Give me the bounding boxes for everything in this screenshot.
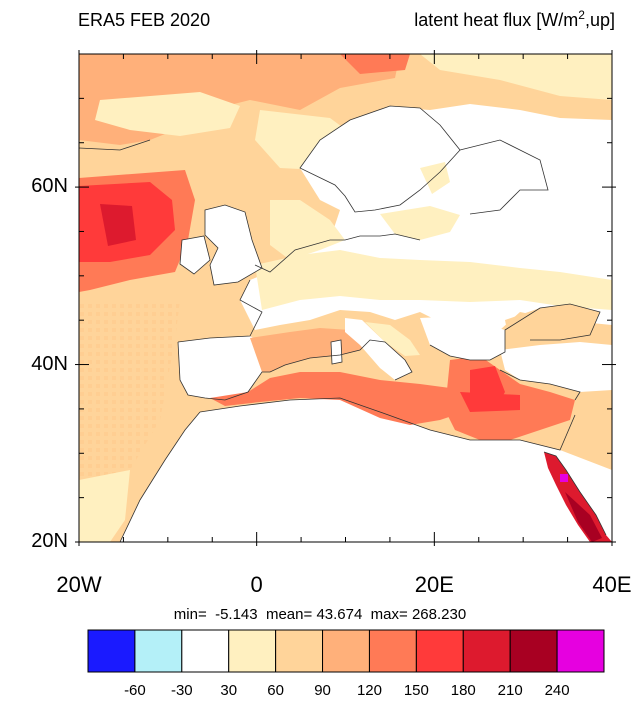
plot-title-right: latent heat flux [W/m2,up]	[414, 8, 615, 30]
colorbar-box-3	[228, 629, 277, 673]
colorbar-box-4	[275, 629, 324, 673]
colorbar-box-0	[87, 629, 136, 673]
max-label: max=	[370, 606, 408, 623]
crete-hot	[460, 392, 520, 412]
pale-patch-barents	[420, 54, 612, 100]
flux-field	[79, 54, 612, 542]
lat-label-60n: 60N	[31, 175, 68, 198]
colorbar-label-2: 30	[220, 682, 238, 699]
lon-label-20w: 20W	[56, 572, 102, 597]
coastlines	[79, 105, 607, 542]
coast-north-europe	[254, 233, 421, 273]
colorbar-box-7	[415, 629, 464, 673]
lon-label-40e: 40E	[592, 572, 632, 597]
land-sardinia	[331, 340, 342, 364]
land-africa	[120, 398, 612, 542]
colorbar-box-9	[509, 629, 558, 673]
stats-line: min= -5.143 mean= 43.674 max= 268.230	[0, 606, 640, 623]
gulf-bothnia	[420, 162, 450, 194]
min-value: -5.143	[215, 606, 258, 623]
baltic-sea	[380, 206, 460, 240]
hot-strip-top	[340, 54, 410, 74]
mean-label: mean=	[265, 606, 313, 623]
coast-biscay	[177, 279, 263, 343]
lon-label-20e: 20E	[414, 572, 454, 597]
plot-title-left: ERA5 FEB 2020	[78, 10, 211, 30]
coast-turkey	[499, 369, 581, 401]
north-sea	[270, 200, 345, 260]
coast-black-sea	[429, 303, 601, 361]
colorbar-box-6	[368, 629, 417, 673]
land-britain	[205, 205, 262, 285]
pale-patch-iceland	[95, 92, 240, 136]
colorbar-box-5	[322, 629, 370, 673]
colorbar-label-8: 210	[497, 682, 523, 699]
coast-iceland	[79, 139, 151, 151]
mean-value: 43.674	[316, 606, 363, 623]
colorbar-box-1	[134, 629, 183, 673]
coast-scandinavia	[299, 105, 461, 213]
land-italy	[345, 318, 412, 380]
max-value: 268.230	[411, 606, 467, 623]
land-turkey	[500, 342, 612, 392]
coast-morocco	[119, 411, 201, 542]
colorbar-label-5: 120	[356, 682, 382, 699]
adriatic	[365, 322, 420, 356]
axis-ticks	[75, 50, 616, 546]
coast-ireland	[179, 235, 211, 275]
land-iberia	[178, 336, 265, 400]
colorbar-label-6: 150	[403, 682, 429, 699]
western-med	[250, 328, 370, 372]
west-atlantic-peak	[100, 204, 136, 246]
land-ireland	[180, 236, 210, 274]
colorbar-label-7: 180	[450, 682, 476, 699]
colorbar-label-3: 60	[267, 682, 284, 699]
coast-britain	[204, 204, 263, 286]
colorbar-label-0: -60	[124, 682, 146, 699]
red-sea-peak	[565, 492, 602, 542]
colorbar-label-4: 90	[314, 682, 331, 699]
land-scandinavia	[300, 106, 460, 212]
colorbar-box-2	[181, 629, 230, 673]
colorbar-label-1: -30	[170, 682, 193, 699]
land-balkans	[420, 316, 505, 360]
coast-red-sea-w	[543, 451, 607, 536]
colorbar-box-10	[556, 629, 605, 673]
colorbar-label-9: 240	[544, 682, 570, 699]
pale-patch-sw	[79, 470, 130, 542]
lat-label-20n: 20N	[31, 530, 68, 552]
coast-africa	[199, 397, 576, 451]
map-frame	[75, 50, 616, 546]
continental-pale	[255, 250, 612, 310]
black-sea	[505, 304, 600, 340]
coast-med-north	[177, 339, 413, 401]
colorbar-box-8	[462, 629, 511, 673]
min-label: min=	[173, 606, 207, 623]
lon-label-0: 0	[250, 572, 263, 597]
lat-label-40n: 40N	[31, 352, 68, 375]
coast-russia-north	[459, 139, 549, 215]
coast-sardinia	[330, 339, 343, 365]
red-sea-max	[560, 474, 568, 482]
central-med	[210, 372, 470, 425]
